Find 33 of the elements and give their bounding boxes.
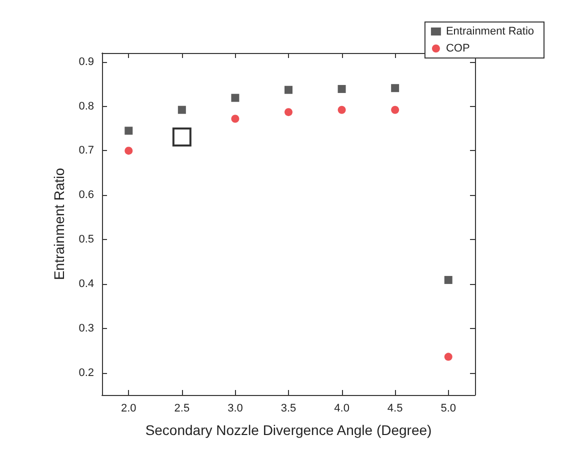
point xyxy=(172,127,192,146)
y-axis-title: Entrainment Ratio xyxy=(51,168,67,280)
point xyxy=(124,126,133,135)
x-axis-title: Secondary Nozzle Divergence Angle (Degree) xyxy=(145,422,432,438)
point xyxy=(338,84,346,93)
x-tick-label: 4.0 xyxy=(334,402,350,414)
x-tick-label: 2.0 xyxy=(120,402,136,414)
y-tick-label: 0.8 xyxy=(78,100,94,112)
point xyxy=(124,146,133,155)
legend-label: Entrainment Ratio xyxy=(446,26,534,38)
y-tick-label: 0.7 xyxy=(78,144,94,157)
point xyxy=(284,108,292,116)
point xyxy=(231,114,240,123)
point xyxy=(444,352,452,361)
y-tick-label: 0.6 xyxy=(78,189,94,202)
point xyxy=(284,86,292,94)
y-tick-label: 0.5 xyxy=(78,234,94,246)
y-tick-label: 0.3 xyxy=(78,322,94,334)
x-tick-label: 2.5 xyxy=(174,402,190,414)
point xyxy=(391,84,400,92)
y-tick-label: 0.9 xyxy=(78,56,94,68)
x-tick-label: 3.0 xyxy=(228,402,243,414)
y-tick-label: 0.2 xyxy=(78,366,94,379)
x-tick-label: 3.5 xyxy=(280,402,296,414)
point xyxy=(178,106,186,114)
point xyxy=(444,276,452,284)
point xyxy=(338,106,346,114)
x-tick-label: 5.0 xyxy=(440,402,456,414)
point xyxy=(231,94,240,102)
legend-label: COP xyxy=(446,42,470,54)
x-tick-label: 4.5 xyxy=(387,402,403,414)
point xyxy=(391,106,400,114)
y-tick-label: 0.4 xyxy=(78,278,94,290)
